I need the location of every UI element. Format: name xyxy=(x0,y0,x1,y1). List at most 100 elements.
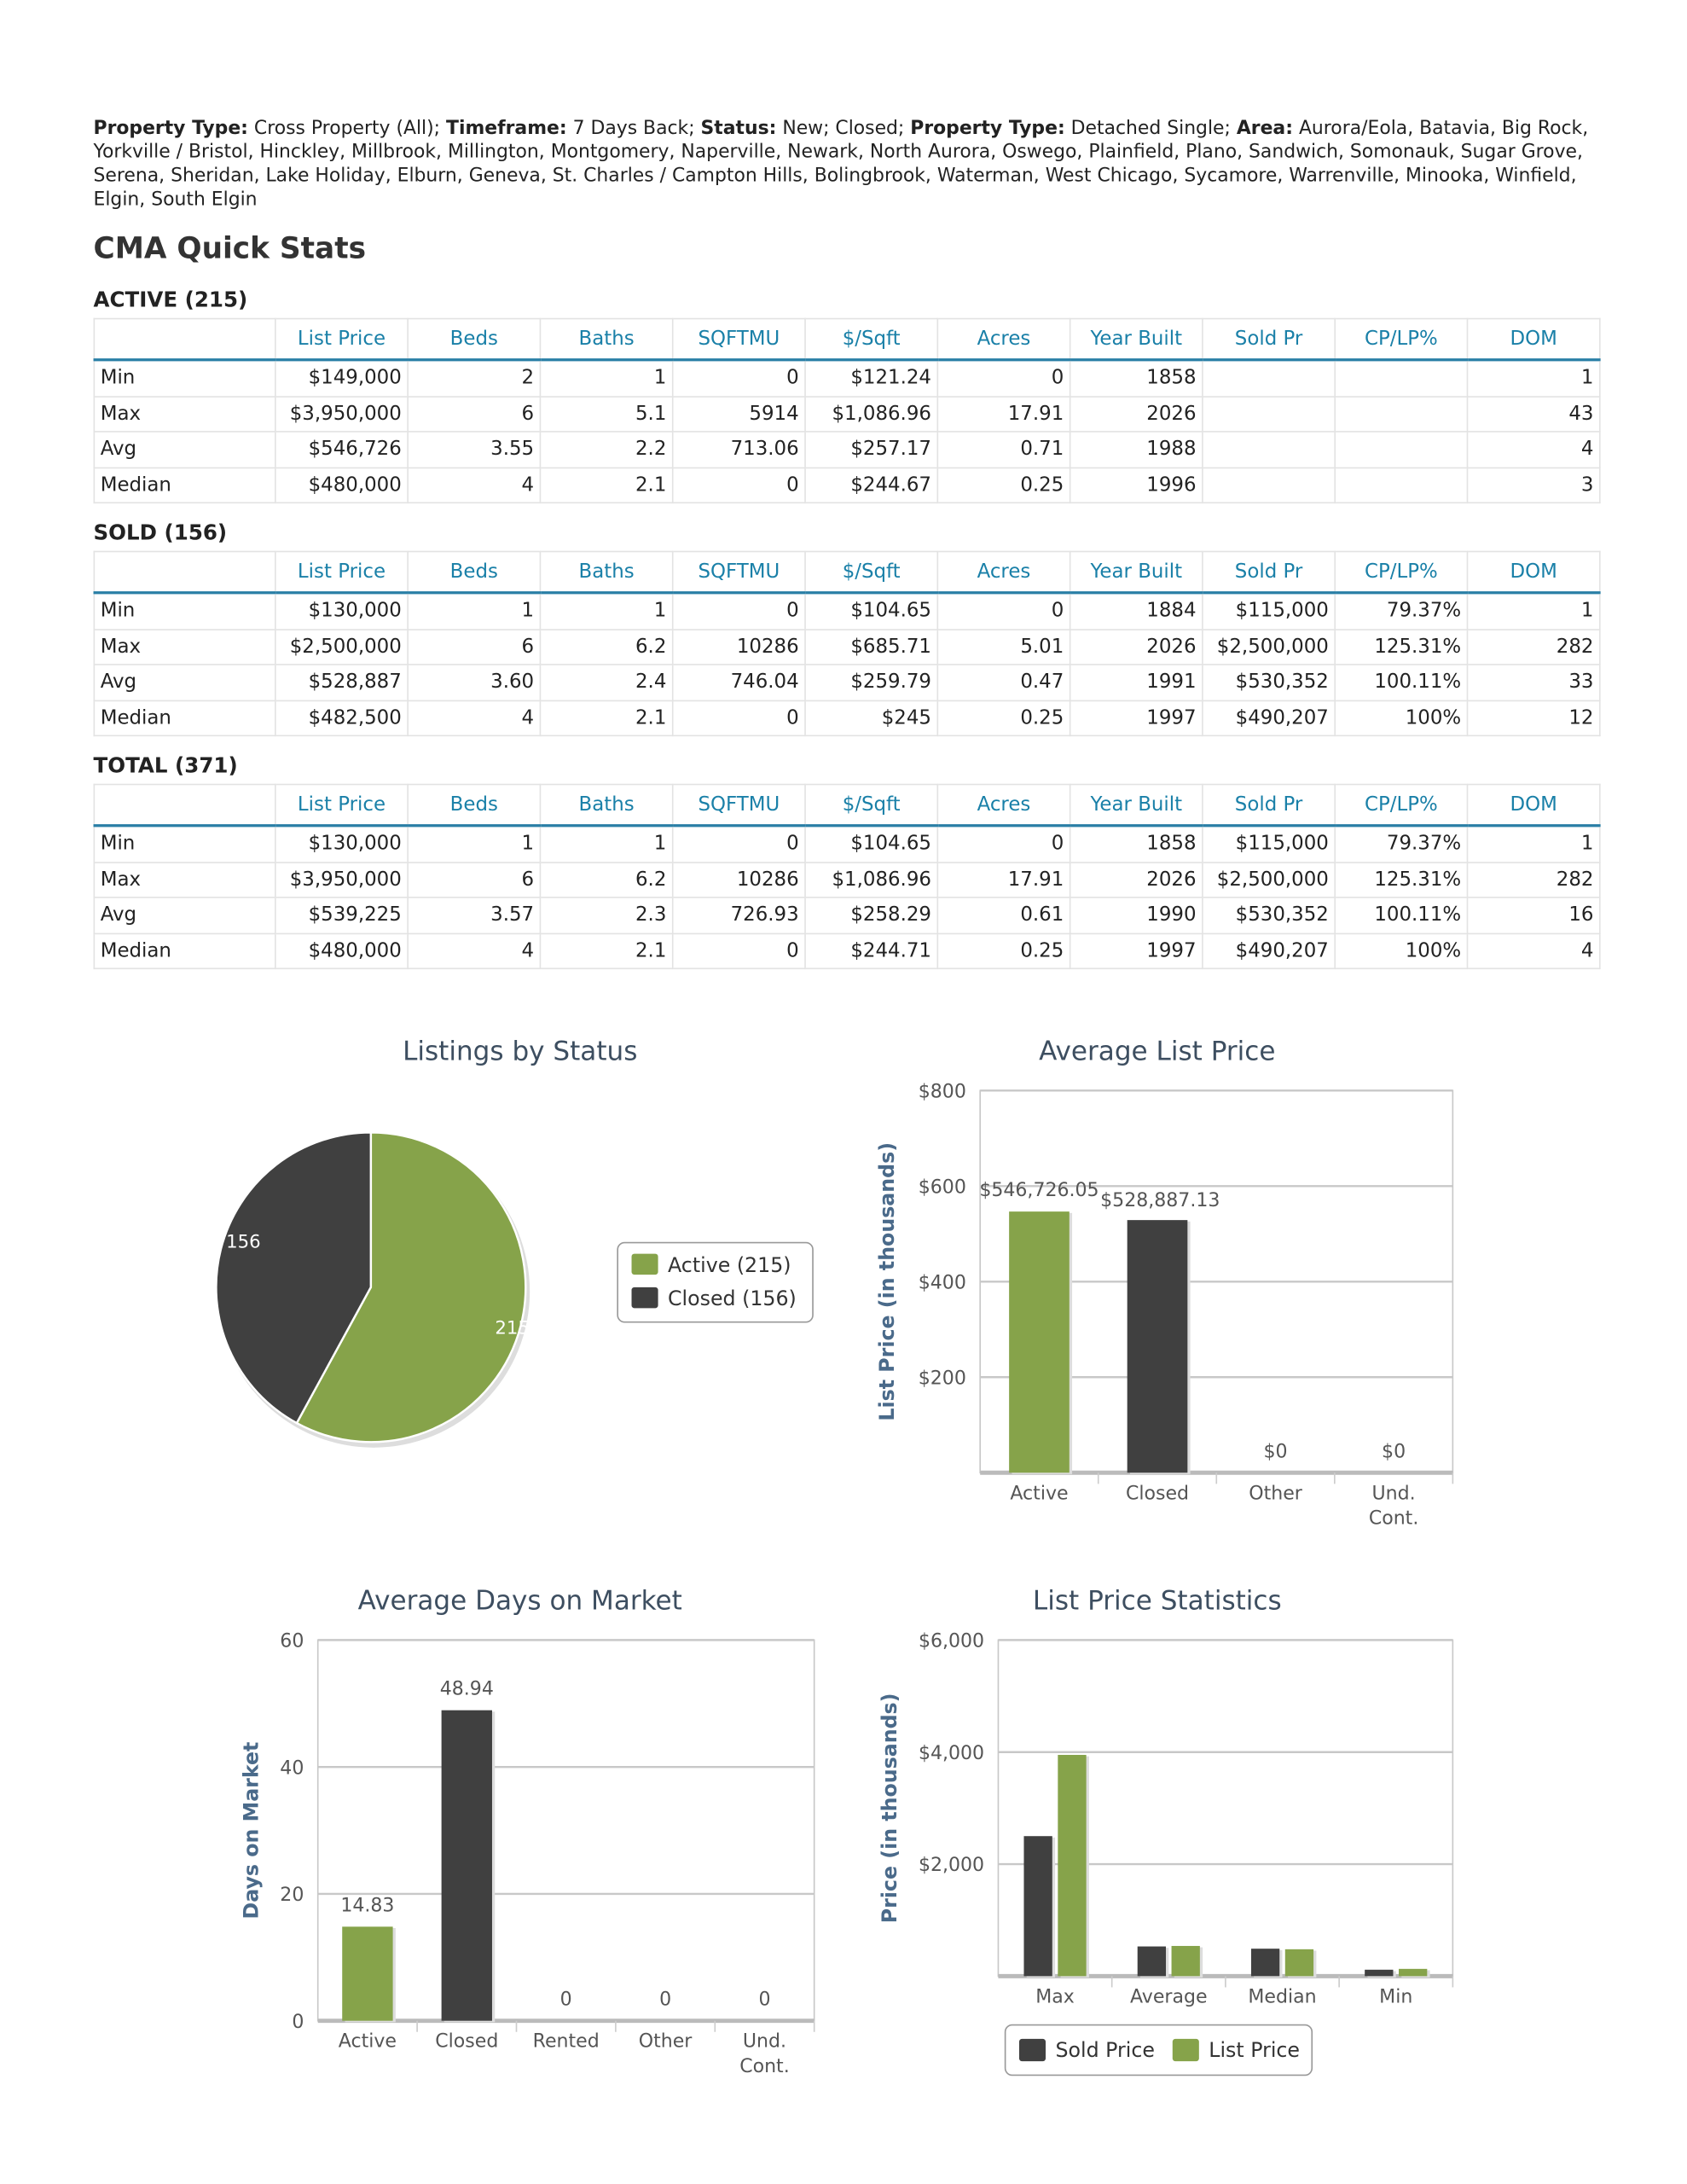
stats-table: List Price Beds Baths SQFTMU $/Sqft Acres Year… xyxy=(93,783,1601,970)
legend-item: Closed (156) xyxy=(668,1287,797,1310)
section-heading: SOLD (156) xyxy=(93,520,228,546)
criteria-value: Detached Single; xyxy=(1064,118,1237,140)
table-cell: 100.11% xyxy=(1334,664,1469,701)
table-cell: 2.1 xyxy=(539,932,674,970)
bar-data-label: 14.83 xyxy=(340,1895,394,1916)
table-cell: 2026 xyxy=(1069,628,1203,665)
criteria-label: Timeframe: xyxy=(446,118,567,140)
table-cell: 1 xyxy=(539,824,674,863)
table-cell: 6 xyxy=(407,861,542,898)
table-cell: 1 xyxy=(539,591,674,630)
table-cell xyxy=(1334,466,1469,504)
table-cell: 1991 xyxy=(1069,664,1203,701)
bar xyxy=(1127,1220,1188,1473)
criteria-label: Property Type: xyxy=(93,118,248,140)
criteria-label: Status: xyxy=(700,118,777,140)
table-cell: $482,500 xyxy=(275,699,409,737)
bar xyxy=(342,1926,393,2021)
table-cell: 0 xyxy=(671,358,806,398)
criteria-value: 7 Days Back; xyxy=(566,118,701,140)
column-header: Beds xyxy=(407,783,542,828)
table-cell: 0 xyxy=(936,591,1071,630)
table-row: Median $480,000 4 2.1 0 $244.71 0.25 1997 $490,2… xyxy=(93,932,1601,970)
table-cell: 1996 xyxy=(1069,466,1203,504)
table-cell: 282 xyxy=(1466,628,1601,665)
table-cell: $115,000 xyxy=(1202,591,1336,630)
table-cell: 100% xyxy=(1334,699,1469,737)
y-axis-title: Price (in thousands) xyxy=(878,1693,901,1924)
criteria-value: Aurora/Eola, Batavia, Big Rock, Yorkvill… xyxy=(93,118,1589,211)
row-label: Max xyxy=(93,395,276,433)
pie-slice xyxy=(295,1131,527,1443)
table-cell: 4 xyxy=(1466,932,1601,970)
table-cell: 100% xyxy=(1334,932,1469,970)
table-cell: 3.57 xyxy=(407,897,542,934)
table-cell: 1997 xyxy=(1069,699,1203,737)
header-row: List Price Beds Baths SQFTMU $/Sqft Acres Year… xyxy=(93,550,1601,595)
pie-data-label: 156 xyxy=(226,1232,261,1253)
y-tick-label: 60 xyxy=(280,1631,304,1653)
search-criteria: Property Type: Cross Property (All); Tim… xyxy=(94,117,1607,212)
table-cell xyxy=(1202,358,1336,398)
table-cell: 4 xyxy=(407,466,542,504)
table-row: Min $130,000 1 1 0 $104.65 0 1884 $115,000 79.37%… xyxy=(93,591,1601,630)
table-cell: 713.06 xyxy=(671,431,806,468)
pie-data-label: 215 xyxy=(495,1317,530,1339)
table-row: Median $482,500 4 2.1 0 $245 0.25 1997 $490,207 1… xyxy=(93,699,1601,737)
bar-sold-price xyxy=(1023,1836,1052,1977)
table-cell: 0.25 xyxy=(936,466,1071,504)
criteria-value: New; Closed; xyxy=(776,118,911,140)
table-cell: 1997 xyxy=(1069,932,1203,970)
bar-data-label: 0 xyxy=(758,1989,770,2011)
column-header: Year Built xyxy=(1069,783,1203,828)
column-header: DOM xyxy=(1466,317,1601,362)
table-cell: 1 xyxy=(1466,358,1601,398)
table-cell: 16 xyxy=(1466,897,1601,934)
column-header: DOM xyxy=(1466,783,1601,828)
table-cell: 17.91 xyxy=(936,861,1071,898)
table-cell: 4 xyxy=(1466,431,1601,468)
stats-table: List Price Beds Baths SQFTMU $/Sqft Acres Year… xyxy=(93,550,1601,737)
table-cell: 125.31% xyxy=(1334,628,1469,665)
table-cell: $528,887 xyxy=(275,664,409,701)
column-header: CP/LP% xyxy=(1334,317,1469,362)
legend-swatch xyxy=(631,1287,658,1309)
column-header: $/Sqft xyxy=(804,550,939,595)
table-cell: $1,086.96 xyxy=(804,395,939,433)
column-header: Beds xyxy=(407,550,542,595)
column-header: Acres xyxy=(936,317,1071,362)
table-cell: 100.11% xyxy=(1334,897,1469,934)
pie-legend xyxy=(617,1241,814,1323)
x-tick-label: Closed xyxy=(435,2031,498,2053)
legend-swatch xyxy=(1018,2038,1046,2062)
table-cell: $3,950,000 xyxy=(275,395,409,433)
chart-title-average-dom: Average Days on Market xyxy=(357,1585,682,1617)
table-cell: 5914 xyxy=(671,395,806,433)
legend-swatch xyxy=(631,1253,658,1275)
table-cell xyxy=(1202,466,1336,504)
column-header: CP/LP% xyxy=(1334,550,1469,595)
x-tick-label: Other xyxy=(1249,1483,1303,1504)
column-header: SQFTMU xyxy=(671,783,806,828)
row-label: Max xyxy=(93,628,276,665)
table-cell: $2,500,000 xyxy=(1202,861,1336,898)
row-label: Avg xyxy=(93,897,276,934)
table-cell: 4 xyxy=(407,699,542,737)
table-cell: 2.1 xyxy=(539,466,674,504)
pie-slice xyxy=(215,1131,373,1425)
table-cell: $130,000 xyxy=(275,824,409,863)
column-header xyxy=(93,550,276,595)
bar xyxy=(1009,1211,1070,1473)
table-row: Max $3,950,000 6 5.1 5914 $1,086.96 17.91 2026 4… xyxy=(93,395,1601,433)
table-cell: 2026 xyxy=(1069,395,1203,433)
row-label: Avg xyxy=(93,664,276,701)
x-tick-label: Median xyxy=(1248,1986,1316,2007)
table-cell: 12 xyxy=(1466,699,1601,737)
table-row: Median $480,000 4 2.1 0 $244.67 0.25 1996 3 xyxy=(93,466,1601,504)
bar-data-label: 0 xyxy=(659,1989,671,2011)
bar-data-label: 48.94 xyxy=(440,1679,494,1700)
table-row: Min $130,000 1 1 0 $104.65 0 1858 $115,000 79.37%… xyxy=(93,824,1601,863)
table-cell: 3.60 xyxy=(407,664,542,701)
table-cell: 2026 xyxy=(1069,861,1203,898)
column-header: SQFTMU xyxy=(671,550,806,595)
